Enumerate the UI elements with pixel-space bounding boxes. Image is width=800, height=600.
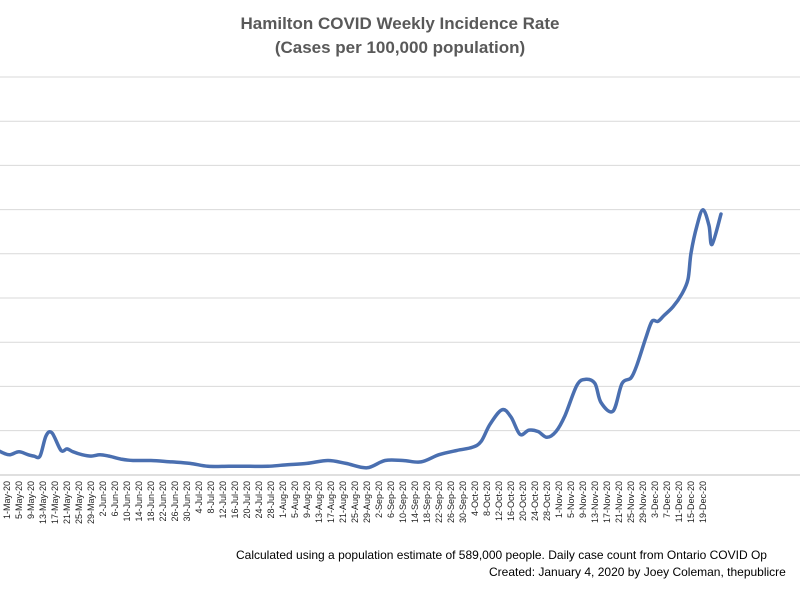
x-tick-label: 6-Sep-20 <box>386 481 396 518</box>
series-line-group <box>0 207 723 470</box>
x-tick-label: 28-Jul-20 <box>266 481 276 519</box>
x-tick-label: 4-Jul-20 <box>194 481 204 514</box>
x-tick-label: 5-Nov-20 <box>566 481 576 518</box>
x-tick-label: 16-Jul-20 <box>230 481 240 519</box>
x-tick-label: 6-Jun-20 <box>110 481 120 517</box>
x-tick-label: 13-Nov-20 <box>590 481 600 523</box>
x-tick-label: 21-Nov-20 <box>614 481 624 523</box>
x-tick-label: 9-Aug-20 <box>302 481 312 518</box>
x-tick-label: 8-Jul-20 <box>206 481 216 514</box>
x-tick-label: 28-Oct-20 <box>542 481 552 521</box>
x-tick-label: 30-Sep-20 <box>458 481 468 523</box>
x-tick-label: 9-Nov-20 <box>578 481 588 518</box>
x-tick-label: 10-Jun-20 <box>122 481 132 522</box>
x-tick-label: 21-May-20 <box>62 481 72 524</box>
x-tick-label: 8-Oct-20 <box>482 481 492 516</box>
x-tick-label: 2-Sep-20 <box>374 481 384 518</box>
x-tick-label: 3-Dec-20 <box>650 481 660 518</box>
x-tick-label: 2-Jun-20 <box>98 481 108 517</box>
x-tick-label: 9-May-20 <box>26 481 36 519</box>
chart-subtitle: (Cases per 100,000 population) <box>275 38 525 57</box>
x-tick-label: 24-Jul-20 <box>254 481 264 519</box>
gridlines <box>0 76 800 432</box>
x-tick-label: 11-Dec-20 <box>674 481 684 522</box>
x-tick-label: 13-Aug-20 <box>314 481 324 523</box>
x-tick-label: 17-Aug-20 <box>326 481 336 523</box>
series-line <box>0 207 723 470</box>
x-tick-label: 10-Sep-20 <box>398 481 408 523</box>
x-tick-label: 4-Oct-20 <box>470 481 480 516</box>
x-tick-label: 13-May-20 <box>38 481 48 524</box>
x-tick-label: 29-Nov-20 <box>638 481 648 523</box>
x-tick-label: 29-Aug-20 <box>362 481 372 523</box>
x-tick-label: 1-Aug-20 <box>278 481 288 518</box>
x-tick-label: 5-Aug-20 <box>290 481 300 518</box>
x-tick-label: 1-May-20 <box>2 481 12 519</box>
x-tick-label: 30-Jun-20 <box>182 481 192 522</box>
x-tick-label: 1-Nov-20 <box>554 481 564 518</box>
x-tick-label: 24-Oct-20 <box>530 481 540 521</box>
x-tick-label: 26-Sep-20 <box>446 481 456 523</box>
x-tick-label: 21-Aug-20 <box>338 481 348 523</box>
x-tick-label: 22-Jun-20 <box>158 481 168 522</box>
x-tick-label: 25-Nov-20 <box>626 481 636 523</box>
x-tick-label: 12-Jul-20 <box>218 481 228 519</box>
x-tick-label: 17-May-20 <box>50 481 60 524</box>
x-tick-label: 20-Oct-20 <box>518 481 528 521</box>
x-tick-label: 26-Jun-20 <box>170 481 180 522</box>
footer-note-source: Calculated using a population estimate o… <box>236 548 767 562</box>
x-tick-label: 12-Oct-20 <box>494 481 504 521</box>
x-tick-label: 19-Dec-20 <box>698 481 708 523</box>
x-tick-label: 16-Oct-20 <box>506 481 516 521</box>
x-tick-label: 18-Jun-20 <box>146 481 156 522</box>
footer-note-credit: Created: January 4, 2020 by Joey Coleman… <box>489 565 786 579</box>
x-tick-label: 20-Jul-20 <box>242 481 252 519</box>
x-tick-label: 25-May-20 <box>74 481 84 524</box>
x-tick-label: 5-May-20 <box>14 481 24 519</box>
x-tick-label: 18-Sep-20 <box>422 481 432 523</box>
x-tick-labels: 1-May-20 5-May-20 9-May-20 13-May-20 17-May-… <box>2 481 708 524</box>
chart-title: Hamilton COVID Weekly Incidence Rate <box>241 14 560 33</box>
x-tick-label: 29-May-20 <box>86 481 96 524</box>
x-tick-label: 17-Nov-20 <box>602 481 612 523</box>
x-tick-label: 22-Sep-20 <box>434 481 444 523</box>
x-tick-label: 15-Dec-20 <box>686 481 696 523</box>
x-tick-label: 7-Dec-20 <box>662 481 672 518</box>
x-tick-label: 14-Jun-20 <box>134 481 144 522</box>
x-tick-label: 14-Sep-20 <box>410 481 420 523</box>
x-tick-label: 25-Aug-20 <box>350 481 360 523</box>
